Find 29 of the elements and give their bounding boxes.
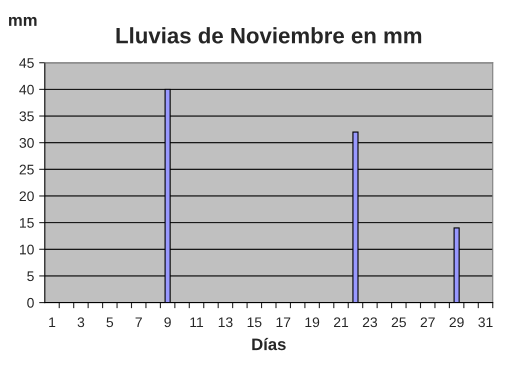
y-tick-label: 35 xyxy=(19,111,34,122)
x-tick-label: 21 xyxy=(334,317,348,328)
y-tick-label: 5 xyxy=(27,271,34,282)
x-axis-title: Días xyxy=(252,338,286,350)
x-tick-label: 23 xyxy=(362,317,378,328)
x-tick-label: 9 xyxy=(164,317,171,328)
y-tick-label: 45 xyxy=(19,58,34,68)
x-tick-label: 29 xyxy=(450,317,464,328)
x-tick-label: 7 xyxy=(136,317,142,328)
y-tick-label: 0 xyxy=(27,298,34,308)
y-tick-label: 15 xyxy=(20,218,34,228)
x-tick-label: 13 xyxy=(218,317,233,328)
y-axis-title: mm xyxy=(9,16,37,26)
x-tick-label: 1 xyxy=(49,317,56,328)
x-tick-label: 27 xyxy=(420,317,435,328)
y-tick-label: 10 xyxy=(20,244,34,254)
y-tick-label: 40 xyxy=(19,84,34,95)
x-tick-label: 25 xyxy=(392,317,406,328)
x-tick-label: 19 xyxy=(305,317,320,328)
y-tick-label: 20 xyxy=(20,191,34,202)
x-tick-label: 3 xyxy=(78,317,84,328)
x-tick-label: 11 xyxy=(190,317,204,328)
x-tick-label: 15 xyxy=(248,317,262,328)
x-tick-label: 5 xyxy=(106,317,114,328)
y-tick-label: 25 xyxy=(20,164,34,174)
x-tick-label: 17 xyxy=(276,317,290,328)
x-tick-label: 31 xyxy=(478,317,493,328)
y-tick-label: 30 xyxy=(19,138,34,148)
chart-title: Lluvias de Noviembre en mm xyxy=(116,27,422,44)
